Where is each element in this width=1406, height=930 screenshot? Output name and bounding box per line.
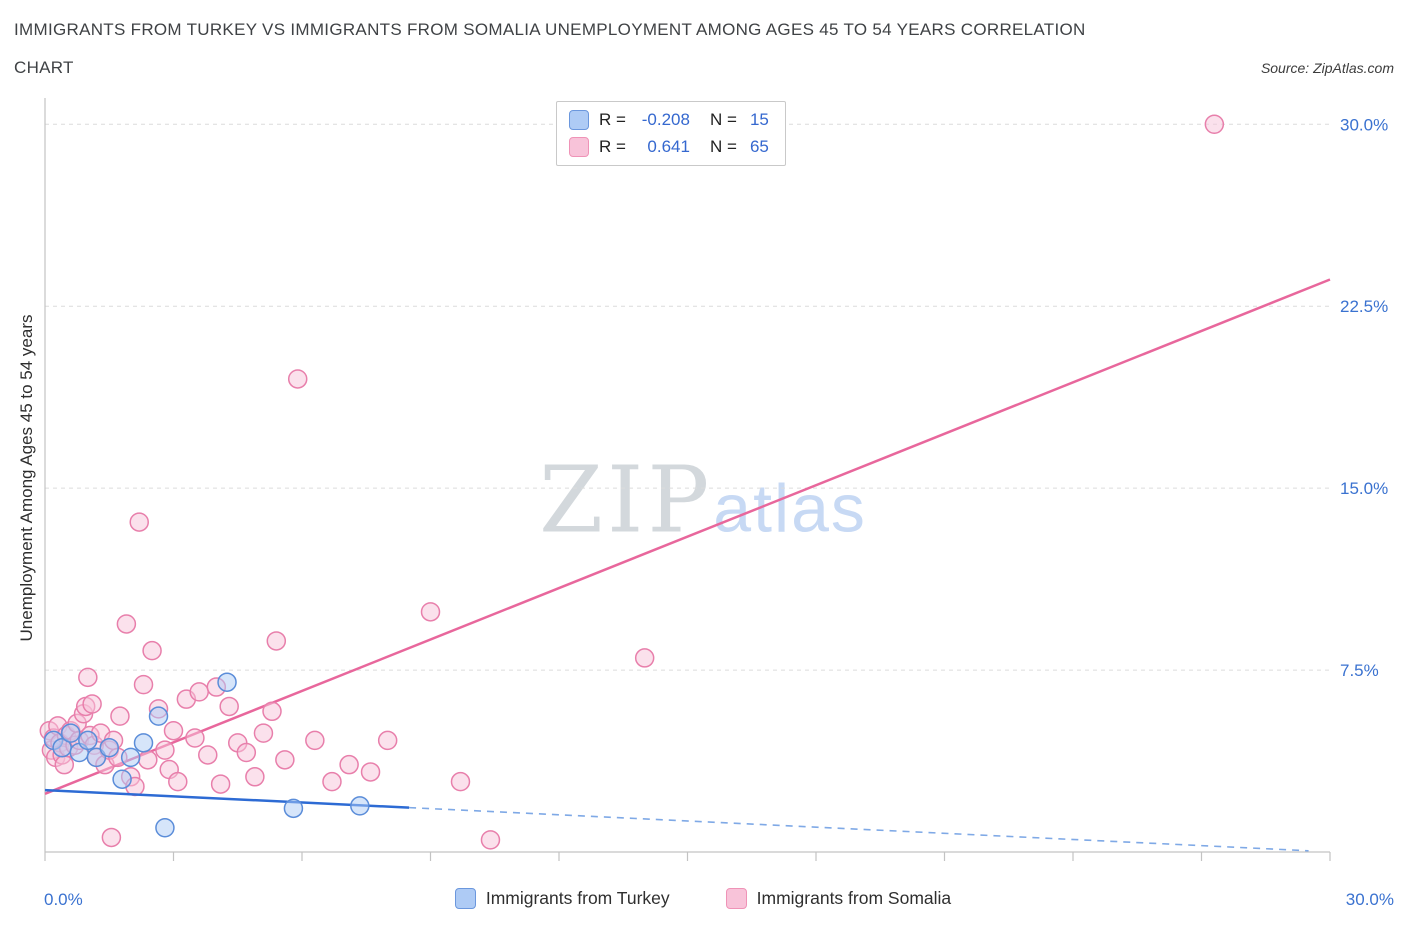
- point-somalia: [262, 701, 282, 722]
- n-label: N =: [709, 110, 737, 129]
- watermark-zip: ZIP: [539, 446, 714, 554]
- series-legend-somalia: Immigrants from Somalia: [725, 888, 952, 909]
- point-turkey: [155, 817, 175, 838]
- point-somalia: [101, 827, 122, 848]
- point-somalia: [189, 682, 209, 702]
- point-turkey: [148, 706, 169, 726]
- point-somalia: [185, 728, 205, 748]
- r-label: R =: [599, 137, 626, 156]
- point-turkey: [112, 769, 132, 789]
- point-somalia: [110, 706, 130, 726]
- y-axis-label: Unemployment Among Ages 45 to 54 years: [17, 314, 36, 642]
- r-label: R =: [599, 110, 626, 129]
- point-somalia: [275, 750, 295, 770]
- y-tick-label: 22.5%: [1340, 297, 1388, 316]
- watermark-atlas: atlas: [713, 470, 867, 547]
- point-somalia: [82, 694, 102, 714]
- point-somalia: [420, 602, 441, 622]
- point-turkey: [133, 733, 154, 753]
- point-somalia: [634, 648, 655, 668]
- turkey-swatch-icon: [569, 110, 589, 130]
- point-turkey: [217, 672, 237, 692]
- point-turkey: [78, 730, 98, 751]
- series-legend-turkey: Immigrants from Turkey: [454, 888, 670, 909]
- point-turkey: [350, 796, 370, 816]
- point-somalia: [305, 730, 325, 751]
- page-title-line2: CHART: [14, 58, 74, 77]
- point-somalia: [245, 767, 265, 787]
- x-axis-max-label: 30.0%: [1345, 890, 1394, 909]
- point-somalia: [129, 512, 149, 532]
- point-turkey: [86, 747, 107, 768]
- point-turkey: [60, 723, 81, 743]
- r-value-somalia: 0.641: [647, 137, 690, 156]
- point-somalia: [1204, 114, 1225, 135]
- point-somalia: [287, 369, 308, 389]
- series-legend-somalia-label: Immigrants from Somalia: [756, 888, 952, 908]
- watermark: ZIPatlas: [539, 447, 867, 554]
- point-somalia: [78, 667, 98, 688]
- point-turkey: [99, 737, 119, 758]
- point-somalia: [480, 830, 501, 850]
- n-label: N =: [709, 137, 737, 156]
- somalia-swatch-icon: [725, 888, 747, 909]
- point-somalia: [339, 754, 359, 775]
- y-tick-label: 7.5%: [1340, 661, 1379, 680]
- point-turkey: [283, 798, 304, 819]
- source-credit: Source: ZipAtlas.com: [1260, 60, 1394, 76]
- legend-row-somalia: R = 0.641 N = 65: [569, 137, 769, 157]
- point-somalia: [163, 720, 184, 741]
- turkey-swatch-icon: [454, 888, 476, 909]
- y-tick-label: 15.0%: [1340, 479, 1388, 498]
- r-value-turkey: -0.208: [641, 110, 690, 129]
- x-axis-min-label: 0.0%: [44, 890, 83, 909]
- trend-line-turkey: [44, 788, 410, 809]
- point-somalia: [168, 771, 188, 792]
- point-somalia: [266, 631, 287, 651]
- correlation-legend: R = -0.208 N = 15 R = 0.641 N = 65: [556, 101, 786, 166]
- n-value-somalia: 65: [749, 137, 769, 156]
- point-somalia: [198, 745, 218, 765]
- point-somalia: [54, 754, 75, 775]
- trend-line-somalia: [44, 278, 1331, 795]
- point-somalia: [142, 640, 162, 661]
- trend-line-turkey-extension: [409, 806, 1309, 852]
- point-somalia: [360, 762, 381, 782]
- legend-row-turkey: R = -0.208 N = 15: [569, 110, 769, 130]
- page-title: IMMIGRANTS FROM TURKEY VS IMMIGRANTS FRO…: [14, 20, 1086, 39]
- point-somalia: [138, 750, 158, 770]
- point-somalia: [219, 696, 239, 717]
- point-somalia: [116, 614, 137, 634]
- point-somalia: [210, 774, 231, 794]
- n-value-turkey: 15: [749, 110, 769, 129]
- point-somalia: [236, 742, 257, 763]
- point-turkey: [120, 747, 141, 768]
- point-somalia: [450, 771, 471, 792]
- series-legend-turkey-label: Immigrants from Turkey: [485, 888, 670, 908]
- point-somalia: [377, 730, 398, 751]
- point-somalia: [253, 723, 274, 743]
- point-somalia: [133, 674, 154, 695]
- point-somalia: [322, 771, 342, 792]
- series-legend: Immigrants from Turkey Immigrants from S…: [0, 888, 1406, 909]
- y-tick-label: 30.0%: [1340, 115, 1388, 134]
- point-somalia: [155, 740, 175, 760]
- somalia-swatch-icon: [569, 137, 589, 157]
